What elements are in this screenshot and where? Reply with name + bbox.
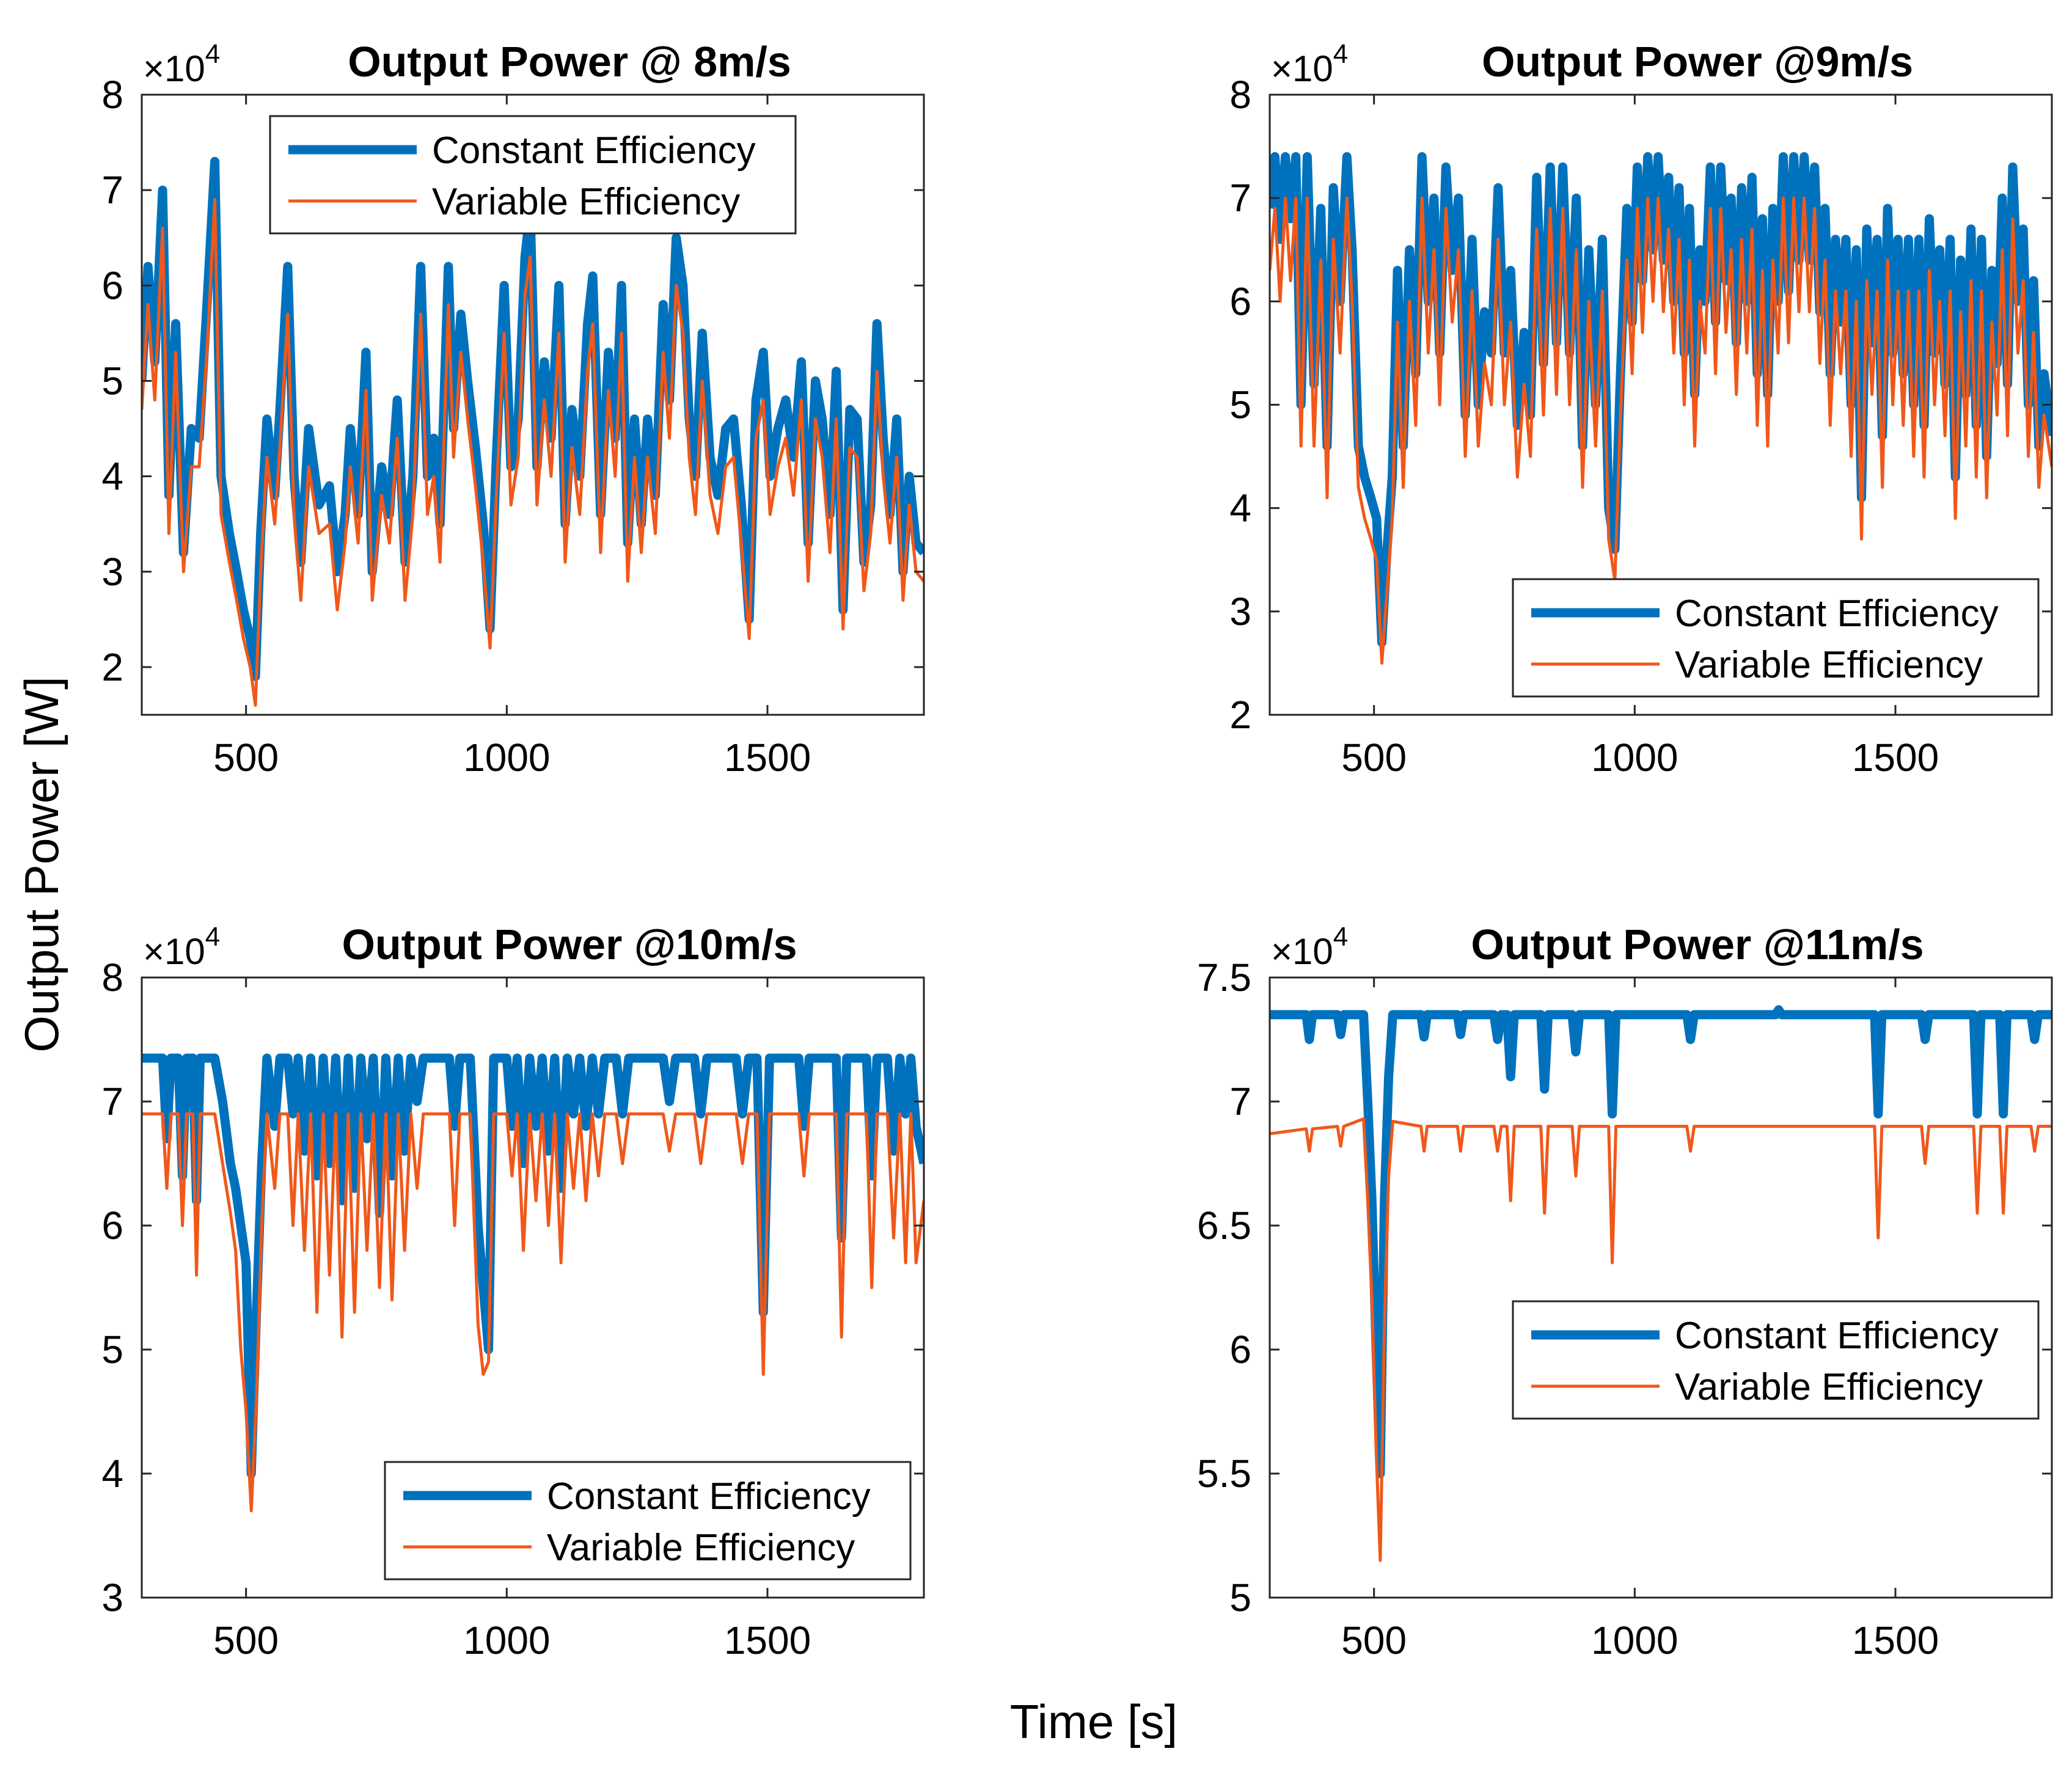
legend-entry-label: Variable Efficiency xyxy=(1675,644,1983,686)
x-tick-label: 500 xyxy=(213,736,279,780)
x-tick-label: 1000 xyxy=(463,1618,550,1662)
figure-ylabel: Output Power [W] xyxy=(15,676,68,1053)
y-tick-label: 7.5 xyxy=(1197,956,1251,999)
legend-entry-label: Variable Efficiency xyxy=(547,1527,855,1569)
y-tick-label: 2 xyxy=(101,645,123,689)
y-tick-label: 3 xyxy=(101,1576,123,1620)
y-tick-label: 7 xyxy=(1229,176,1251,220)
y-tick-label: 6 xyxy=(1229,279,1251,323)
legend: Constant Efficiency Variable Efficiency xyxy=(1512,578,2040,698)
y-tick-label: 6 xyxy=(101,263,123,307)
axis-exponent-label: ×104 xyxy=(143,39,220,89)
legend-entry-label: Constant Efficiency xyxy=(432,130,756,172)
series-constant-efficiency-line xyxy=(1270,1005,2052,1478)
chart-panel-1: 500 1000 1500 2 3 4 5 6 7 8 ×104 Output Power @ 8m/… xyxy=(101,38,925,780)
series-variable-efficiency-line xyxy=(142,198,924,707)
chart-title: Output Power @ 8m/s xyxy=(348,38,791,86)
y-tick-label: 7 xyxy=(101,168,123,212)
legend-entry-label: Constant Efficiency xyxy=(1675,593,1999,635)
y-tick-label: 4 xyxy=(101,1452,123,1496)
axis-exponent-label: ×104 xyxy=(143,922,220,972)
x-tick-label: 1500 xyxy=(724,1618,811,1662)
figure-xlabel: Time [s] xyxy=(1010,1695,1177,1749)
legend-entry-label: Constant Efficiency xyxy=(1675,1315,1999,1357)
y-tick-label: 3 xyxy=(1229,590,1251,634)
legend-entry-label: Variable Efficiency xyxy=(432,181,740,223)
x-tick-label: 1500 xyxy=(1852,736,1939,780)
y-tick-label: 5 xyxy=(101,359,123,403)
legend: Constant Efficiency Variable Efficiency xyxy=(269,115,797,235)
legend: Constant Efficiency Variable Efficiency xyxy=(384,1461,912,1580)
series-variable-efficiency-line xyxy=(1270,1117,2052,1562)
y-tick-label: 8 xyxy=(101,956,123,999)
series-variable-efficiency-line xyxy=(1270,196,2052,665)
y-tick-label: 8 xyxy=(101,73,123,117)
y-tick-label: 5 xyxy=(101,1328,123,1372)
chart-title: Output Power @10m/s xyxy=(342,921,797,968)
axes-frame xyxy=(141,93,925,716)
legend: Constant Efficiency Variable Efficiency xyxy=(1512,1300,2040,1420)
y-tick-label: 4 xyxy=(1229,486,1251,530)
x-tick-label: 1500 xyxy=(1852,1618,1939,1662)
y-tick-label: 6.5 xyxy=(1197,1204,1251,1248)
series-variable-efficiency-line xyxy=(142,1112,924,1513)
y-tick-label: 7 xyxy=(1229,1080,1251,1124)
axes-frame xyxy=(1268,976,2053,1599)
y-tick-label: 6 xyxy=(1229,1328,1251,1372)
x-tick-label: 1500 xyxy=(724,736,811,780)
chart-panel-2: 500 1000 1500 2 3 4 5 6 7 8 ×104 Output Power @9m/s… xyxy=(1229,38,2053,780)
y-tick-label: 2 xyxy=(1229,693,1251,737)
legend-entry-label: Variable Efficiency xyxy=(1675,1366,1983,1408)
y-tick-label: 5.5 xyxy=(1197,1452,1251,1496)
x-tick-label: 1000 xyxy=(1591,736,1678,780)
axes-frame xyxy=(141,976,925,1599)
legend-entry-label: Constant Efficiency xyxy=(547,1475,871,1518)
x-tick-label: 1000 xyxy=(463,736,550,780)
y-tick-label: 4 xyxy=(101,455,123,499)
axis-exponent-label: ×104 xyxy=(1271,922,1348,972)
chart-panel-3: 500 1000 1500 3 4 5 6 7 8 ×104 Output Power @10m/s… xyxy=(101,921,925,1662)
y-tick-label: 6 xyxy=(101,1204,123,1248)
y-tick-label: 3 xyxy=(101,550,123,594)
x-tick-label: 500 xyxy=(1341,1618,1407,1662)
y-tick-label: 8 xyxy=(1229,73,1251,117)
axis-exponent-label: ×104 xyxy=(1271,39,1348,89)
y-tick-label: 7 xyxy=(101,1080,123,1124)
y-tick-label: 5 xyxy=(1229,383,1251,427)
chart-panel-4: 500 1000 1500 5 5.5 6 6.5 7 7.5 ×104 Output Power … xyxy=(1197,921,2053,1662)
x-tick-label: 1000 xyxy=(1591,1618,1678,1662)
chart-title: Output Power @9m/s xyxy=(1482,38,1913,86)
chart-title: Output Power @11m/s xyxy=(1471,921,1924,968)
y-tick-label: 5 xyxy=(1229,1576,1251,1620)
x-tick-label: 500 xyxy=(213,1618,279,1662)
x-tick-label: 500 xyxy=(1341,736,1407,780)
